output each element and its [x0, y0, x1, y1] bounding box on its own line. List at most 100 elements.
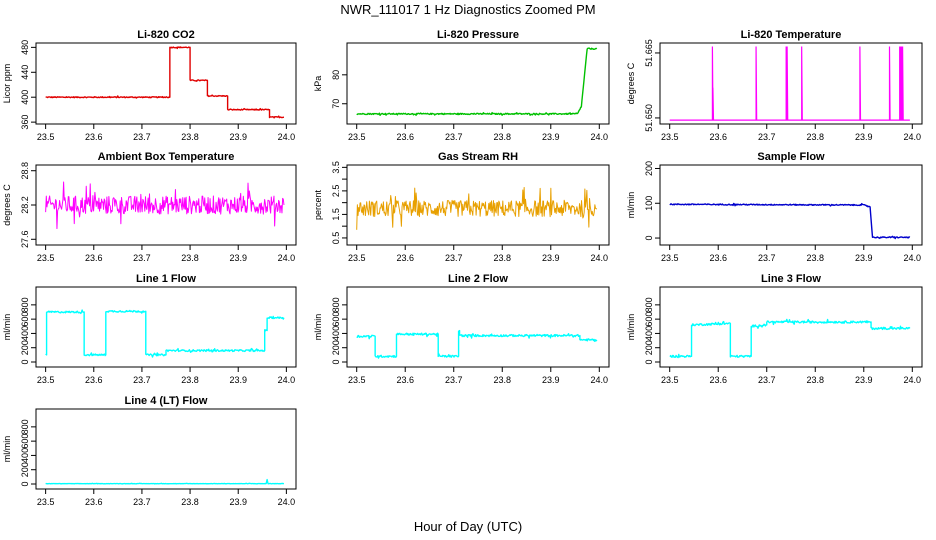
x-tick-label: 23.7	[133, 253, 151, 263]
x-tick-label: 23.9	[229, 132, 247, 142]
panel-line3: Line 3 Flow 23.5 23.6 23.7 23.8 23.9 24.0 0 2004…	[626, 273, 923, 385]
x-tick-label: 23.6	[85, 132, 103, 142]
x-tick-label: 23.5	[661, 253, 679, 263]
y-tick-label: 800	[644, 297, 654, 312]
x-tick-label: 23.8	[181, 497, 199, 507]
plot-frame	[346, 286, 610, 368]
y-tick-label: 1.5	[331, 208, 341, 221]
x-tick-label: 23.6	[709, 132, 727, 142]
plot-frame	[35, 42, 297, 125]
y-tick-label: 27.6	[20, 231, 30, 249]
y-axis-label: kPa	[313, 76, 323, 92]
y-tick-label: 200	[20, 462, 30, 477]
panel-co2: Li-820 CO2 23.5 23.6 23.7 23.8 23.9 24.0 360 400…	[2, 29, 297, 142]
x-tick-label: 23.7	[133, 375, 151, 385]
x-tick-label: 24.0	[278, 375, 296, 385]
y-tick-label: 800	[20, 297, 30, 312]
y-tick-label: 440	[20, 65, 30, 80]
panel-line2: Line 2 Flow 23.5 23.6 23.7 23.8 23.9 24.0 0 2004…	[313, 273, 610, 385]
y-tick-label: 28.2	[20, 196, 30, 214]
panel-title: Line 1 Flow	[136, 273, 196, 285]
panel-title: Line 3 Flow	[761, 273, 821, 285]
x-tick-label: 24.0	[904, 375, 922, 385]
panel-rh: Gas Stream RH 23.5 23.6 23.7 23.8 23.9 24.0 0.5…	[313, 151, 610, 263]
panels-container: Li-820 CO2 23.5 23.6 23.7 23.8 23.9 24.0 360 400…	[2, 29, 923, 507]
y-tick-label: 0	[20, 481, 30, 486]
y-tick-label: 28.8	[20, 162, 30, 180]
y-tick-label: 200	[331, 340, 341, 355]
x-tick-label: 23.5	[37, 497, 55, 507]
y-tick-label: 400	[20, 448, 30, 463]
y-axis-label: degrees C	[2, 184, 12, 226]
x-tick-label: 23.8	[806, 253, 824, 263]
x-tick-label: 23.9	[855, 132, 873, 142]
x-tick-label: 23.9	[229, 497, 247, 507]
y-tick-label: 0	[644, 236, 654, 241]
x-tick-label: 23.6	[85, 253, 103, 263]
x-tick-label: 24.0	[904, 253, 922, 263]
x-tick-label: 24.0	[591, 132, 609, 142]
x-tick-label: 23.6	[396, 132, 414, 142]
x-tick-label: 23.7	[133, 132, 151, 142]
y-tick-label: 400	[20, 326, 30, 341]
x-tick-label: 23.5	[661, 132, 679, 142]
x-tick-label: 23.7	[133, 497, 151, 507]
y-axis-label: degrees C	[626, 62, 636, 104]
x-tick-label: 23.6	[85, 497, 103, 507]
panel-title: Ambient Box Temperature	[98, 151, 235, 163]
x-axis-label: Hour of Day (UTC)	[414, 519, 522, 534]
y-tick-label: 600	[331, 312, 341, 327]
x-tick-label: 23.6	[396, 375, 414, 385]
x-tick-label: 23.7	[445, 375, 463, 385]
y-tick-label: 400	[20, 90, 30, 105]
x-tick-label: 23.9	[855, 375, 873, 385]
y-axis-label: ml/min	[2, 436, 12, 463]
x-tick-label: 23.9	[855, 253, 873, 263]
series-line	[356, 329, 598, 359]
x-tick-label: 23.5	[37, 375, 55, 385]
y-tick-label: 0	[20, 359, 30, 364]
plot-frame	[35, 408, 297, 490]
figure-title: NWR_111017 1 Hz Diagnostics Zoomed PM	[340, 2, 595, 17]
panel-line1: Line 1 Flow 23.5 23.6 23.7 23.8 23.9 24.0 0 2004…	[2, 273, 297, 385]
plot-frame	[346, 164, 610, 246]
y-axis-label: ml/min	[2, 314, 12, 341]
panel-title: Sample Flow	[757, 151, 825, 163]
x-tick-label: 23.7	[445, 132, 463, 142]
series-line	[45, 309, 285, 358]
x-tick-label: 23.9	[542, 132, 560, 142]
y-tick-label: 0.5	[331, 232, 341, 245]
series-line	[45, 478, 285, 485]
x-tick-label: 24.0	[904, 132, 922, 142]
x-tick-label: 23.8	[493, 375, 511, 385]
y-tick-label: 480	[20, 40, 30, 55]
plot-frame	[659, 164, 923, 246]
y-tick-label: 3.5	[331, 161, 341, 174]
y-tick-label: 200	[644, 161, 654, 176]
y-tick-label: 51.650	[644, 104, 654, 132]
plot-frame	[346, 42, 610, 125]
x-tick-label: 24.0	[591, 253, 609, 263]
panel-title: Li-820 CO2	[137, 29, 194, 41]
y-tick-label: 0	[644, 359, 654, 364]
x-tick-label: 23.9	[542, 375, 560, 385]
series-line	[45, 46, 285, 119]
panel-title: Line 2 Flow	[448, 273, 508, 285]
panel-title: Line 4 (LT) Flow	[125, 395, 208, 407]
x-tick-label: 24.0	[278, 253, 296, 263]
x-tick-label: 23.5	[37, 132, 55, 142]
x-tick-label: 23.7	[758, 253, 776, 263]
panel-title: Gas Stream RH	[438, 151, 518, 163]
x-tick-label: 23.8	[181, 375, 199, 385]
x-tick-label: 23.7	[758, 132, 776, 142]
y-tick-label: 800	[331, 297, 341, 312]
y-tick-label: 200	[20, 340, 30, 355]
y-axis-label: Licor ppm	[2, 64, 12, 104]
y-axis-label: percent	[313, 189, 323, 220]
x-tick-label: 24.0	[278, 132, 296, 142]
x-tick-label: 23.5	[348, 132, 366, 142]
x-tick-label: 23.7	[445, 253, 463, 263]
panel-title: Li-820 Pressure	[437, 29, 519, 41]
y-tick-label: 800	[20, 419, 30, 434]
